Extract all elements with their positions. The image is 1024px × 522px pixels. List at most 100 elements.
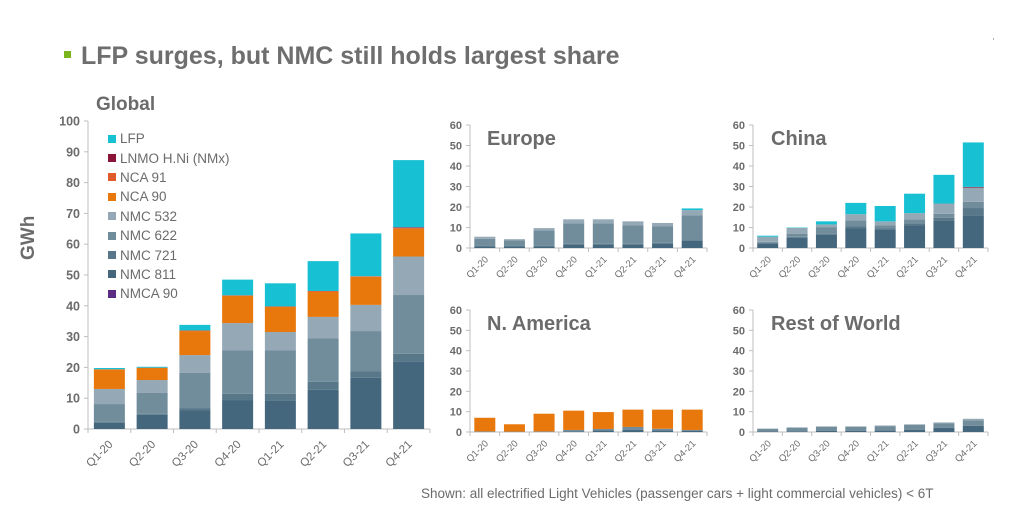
namerica-y-tick-label: 30 [450,366,462,378]
row-bar-segment [874,426,896,431]
row-y-tick-label: 10 [733,407,745,419]
legend-swatch [108,231,116,240]
namerica-bar-segment [652,409,674,429]
row-bar-segment [815,430,837,432]
europe-bar-segment [533,230,555,246]
china-bar-segment [845,202,867,215]
europe-bar-segment [652,242,674,244]
global-bar-segment [179,355,211,373]
namerica-x-tick-label: Q1-21 [583,438,609,464]
china-bar-segment [786,236,808,238]
global-x-tick-label: Q4-20 [213,439,244,470]
namerica-bar-segment [474,431,496,432]
china-y-tick-label: 20 [733,202,745,214]
global-bar-segment [307,338,339,382]
row-y-tick-label: 20 [733,386,745,398]
europe-bar-segment [563,219,585,224]
global-bar-segment [179,330,211,332]
legend-swatch [108,289,116,298]
global-bar-segment [136,380,168,393]
china-bar-segment [933,203,955,214]
china-bar-segment [904,223,926,226]
europe-bar-segment [681,239,703,241]
europe-bar-segment [681,240,703,248]
namerica-bar-segment [563,410,585,430]
row-x-tick-label: Q1-20 [747,438,773,464]
legend-item: LFP [108,129,230,148]
europe-x-tick-label: Q2-21 [613,254,639,280]
europe-bar-segment [622,244,644,248]
global-bar-segment [136,366,168,368]
legend-swatch [108,251,116,260]
europe-y-tick-label: 30 [450,181,462,193]
legend-label: NMC 622 [120,228,178,244]
europe-bar-segment [681,210,703,216]
global-bar-segment [136,392,168,414]
namerica-bar-segment [681,430,703,432]
global-bar-segment [307,389,339,429]
namerica-x-tick-label: Q4-20 [553,438,579,464]
namerica-bar-segment [622,409,644,427]
legend-item: NCA 90 [108,187,230,206]
china-y-tick-label: 40 [733,161,745,173]
legend-item: LNMO H.Ni (NMx) [108,148,230,167]
namerica-bar-segment [592,430,614,432]
europe-bar-segment [652,226,674,243]
china-bar-segment [874,205,896,222]
global-y-tick-label: 10 [66,392,80,406]
china-bar-segment [933,217,955,221]
row-y-tick-label: 50 [733,325,745,337]
row-bar-segment [786,427,808,432]
legend-label: NMC 532 [120,208,178,224]
legend-swatch [108,134,116,143]
global-bar-segment [350,371,382,378]
namerica-bar-segment [652,428,674,431]
namerica-y-tick-label: 10 [450,407,462,419]
europe-bar-segment [474,246,496,248]
title-bullet-icon [64,50,71,58]
legend-label: LFP [120,131,145,147]
europe-bar-segment [503,245,525,247]
china-bar-segment [757,243,779,248]
global-bar-segment [307,316,339,339]
china-bar-segment [757,241,779,243]
china-y-tick-label: 0 [739,243,745,255]
china-bar-segment [845,214,867,221]
china-bar-segment [962,186,984,188]
china-bar-segment [933,213,955,218]
row-x-tick-label: Q3-20 [806,438,832,464]
legend-item: NMC 811 [108,265,230,284]
global-bar-segment [350,233,382,277]
row-bar-segment [904,429,926,432]
europe-bar-segment [681,215,703,240]
global-bar-segment [93,404,125,422]
global-x-tick-label: Q3-20 [170,439,201,470]
global-bar-segment [93,369,125,389]
global-bar-segment [222,295,254,324]
europe-x-tick-label: Q4-21 [672,254,698,280]
row-x-tick-label: Q4-20 [835,438,861,464]
legend-item: NMCA 90 [108,284,230,303]
namerica-y-tick-label: 50 [450,325,462,337]
global-bar-segment [264,306,296,308]
global-bar-segment [393,353,425,362]
global-y-tick-label: 20 [66,361,80,375]
china-y-tick-label: 50 [733,140,745,152]
namerica-chart-title: N. America [487,313,591,335]
global-bar-segment [350,331,382,372]
namerica-y-tick-label: 0 [456,427,462,439]
namerica-bar-segment [563,431,585,432]
europe-bar-segment [622,225,644,244]
china-x-tick-label: Q4-21 [953,254,979,280]
row-bar-segment [904,424,926,430]
namerica-x-tick-label: Q2-20 [494,438,520,464]
global-bar-segment [393,228,425,257]
row-y-tick-label: 0 [739,427,745,439]
global-bar-segment [393,295,425,354]
row-bar-segment [962,418,984,421]
global-bar-segment [350,377,382,429]
global-bar-segment [222,400,254,429]
europe-bar-segment [622,221,644,226]
global-bar-segment [307,291,339,292]
europe-bar-segment [681,208,703,211]
